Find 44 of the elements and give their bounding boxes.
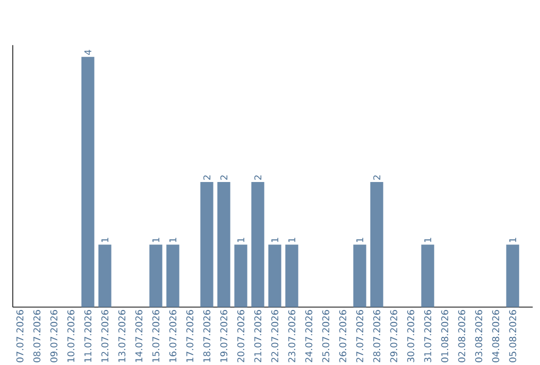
x-tick-label: 07.07.2026 bbox=[16, 310, 24, 362]
data-label: 4 bbox=[84, 50, 92, 55]
data-label: 2 bbox=[373, 176, 380, 180]
x-tick-label: 17.07.2026 bbox=[186, 310, 194, 362]
x-tick-label: 10.07.2026 bbox=[67, 310, 74, 362]
x-tick-label: 08.07.2026 bbox=[33, 310, 40, 362]
x-tick-label: 26.07.2026 bbox=[339, 310, 346, 362]
x-tick-label: 16.07.2026 bbox=[169, 310, 176, 362]
data-label: 1 bbox=[237, 238, 244, 242]
data-label: 1 bbox=[169, 238, 176, 242]
data-label: 1 bbox=[509, 238, 516, 242]
x-tick-label: 12.07.2026 bbox=[101, 310, 108, 362]
x-tick-label: 23.07.2026 bbox=[288, 310, 296, 362]
data-label: 1 bbox=[424, 238, 432, 242]
x-tick-label: 21.07.2026 bbox=[254, 310, 262, 362]
x-tick-label: 30.07.2026 bbox=[407, 310, 414, 362]
x-tick-label: 14.07.2026 bbox=[135, 310, 142, 362]
x-tick-label: 25.07.2026 bbox=[322, 310, 330, 362]
x-tick-label: 19.07.2026 bbox=[220, 310, 228, 362]
x-tick-label: 05.08.2026 bbox=[509, 310, 516, 362]
data-label: 2 bbox=[220, 176, 228, 180]
x-tick-label: 20.07.2026 bbox=[237, 310, 244, 362]
data-label: 1 bbox=[101, 238, 108, 242]
x-tick-label: 29.07.2026 bbox=[390, 310, 398, 362]
data-label: 1 bbox=[152, 238, 160, 242]
x-tick-label: 28.07.2026 bbox=[373, 310, 380, 362]
x-tick-label: 02.08.2026 bbox=[458, 310, 466, 362]
x-tick-label: 13.07.2026 bbox=[118, 310, 126, 362]
data-label: 2 bbox=[203, 176, 210, 180]
x-tick-label: 11.07.2026 bbox=[84, 310, 92, 362]
x-tick-label: 31.07.2026 bbox=[424, 310, 432, 362]
data-label: 1 bbox=[288, 238, 296, 242]
data-label: 1 bbox=[356, 238, 364, 242]
x-tick-label: 27.07.2026 bbox=[356, 310, 364, 362]
x-tick-label: 09.07.2026 bbox=[50, 310, 58, 362]
data-label: 2 bbox=[254, 176, 262, 180]
x-tick-label: 03.08.2026 bbox=[475, 310, 482, 362]
x-tick-label: 18.07.2026 bbox=[203, 310, 210, 362]
x-tick-label: 15.07.2026 bbox=[152, 310, 160, 362]
x-tick-label: 04.08.2026 bbox=[492, 310, 500, 362]
data-label: 1 bbox=[271, 238, 278, 242]
x-tick-label: 01.08.2026 bbox=[441, 310, 448, 362]
x-tick-label: 24.07.2026 bbox=[305, 310, 312, 362]
x-tick-label: 22.07.2026 bbox=[271, 310, 278, 362]
